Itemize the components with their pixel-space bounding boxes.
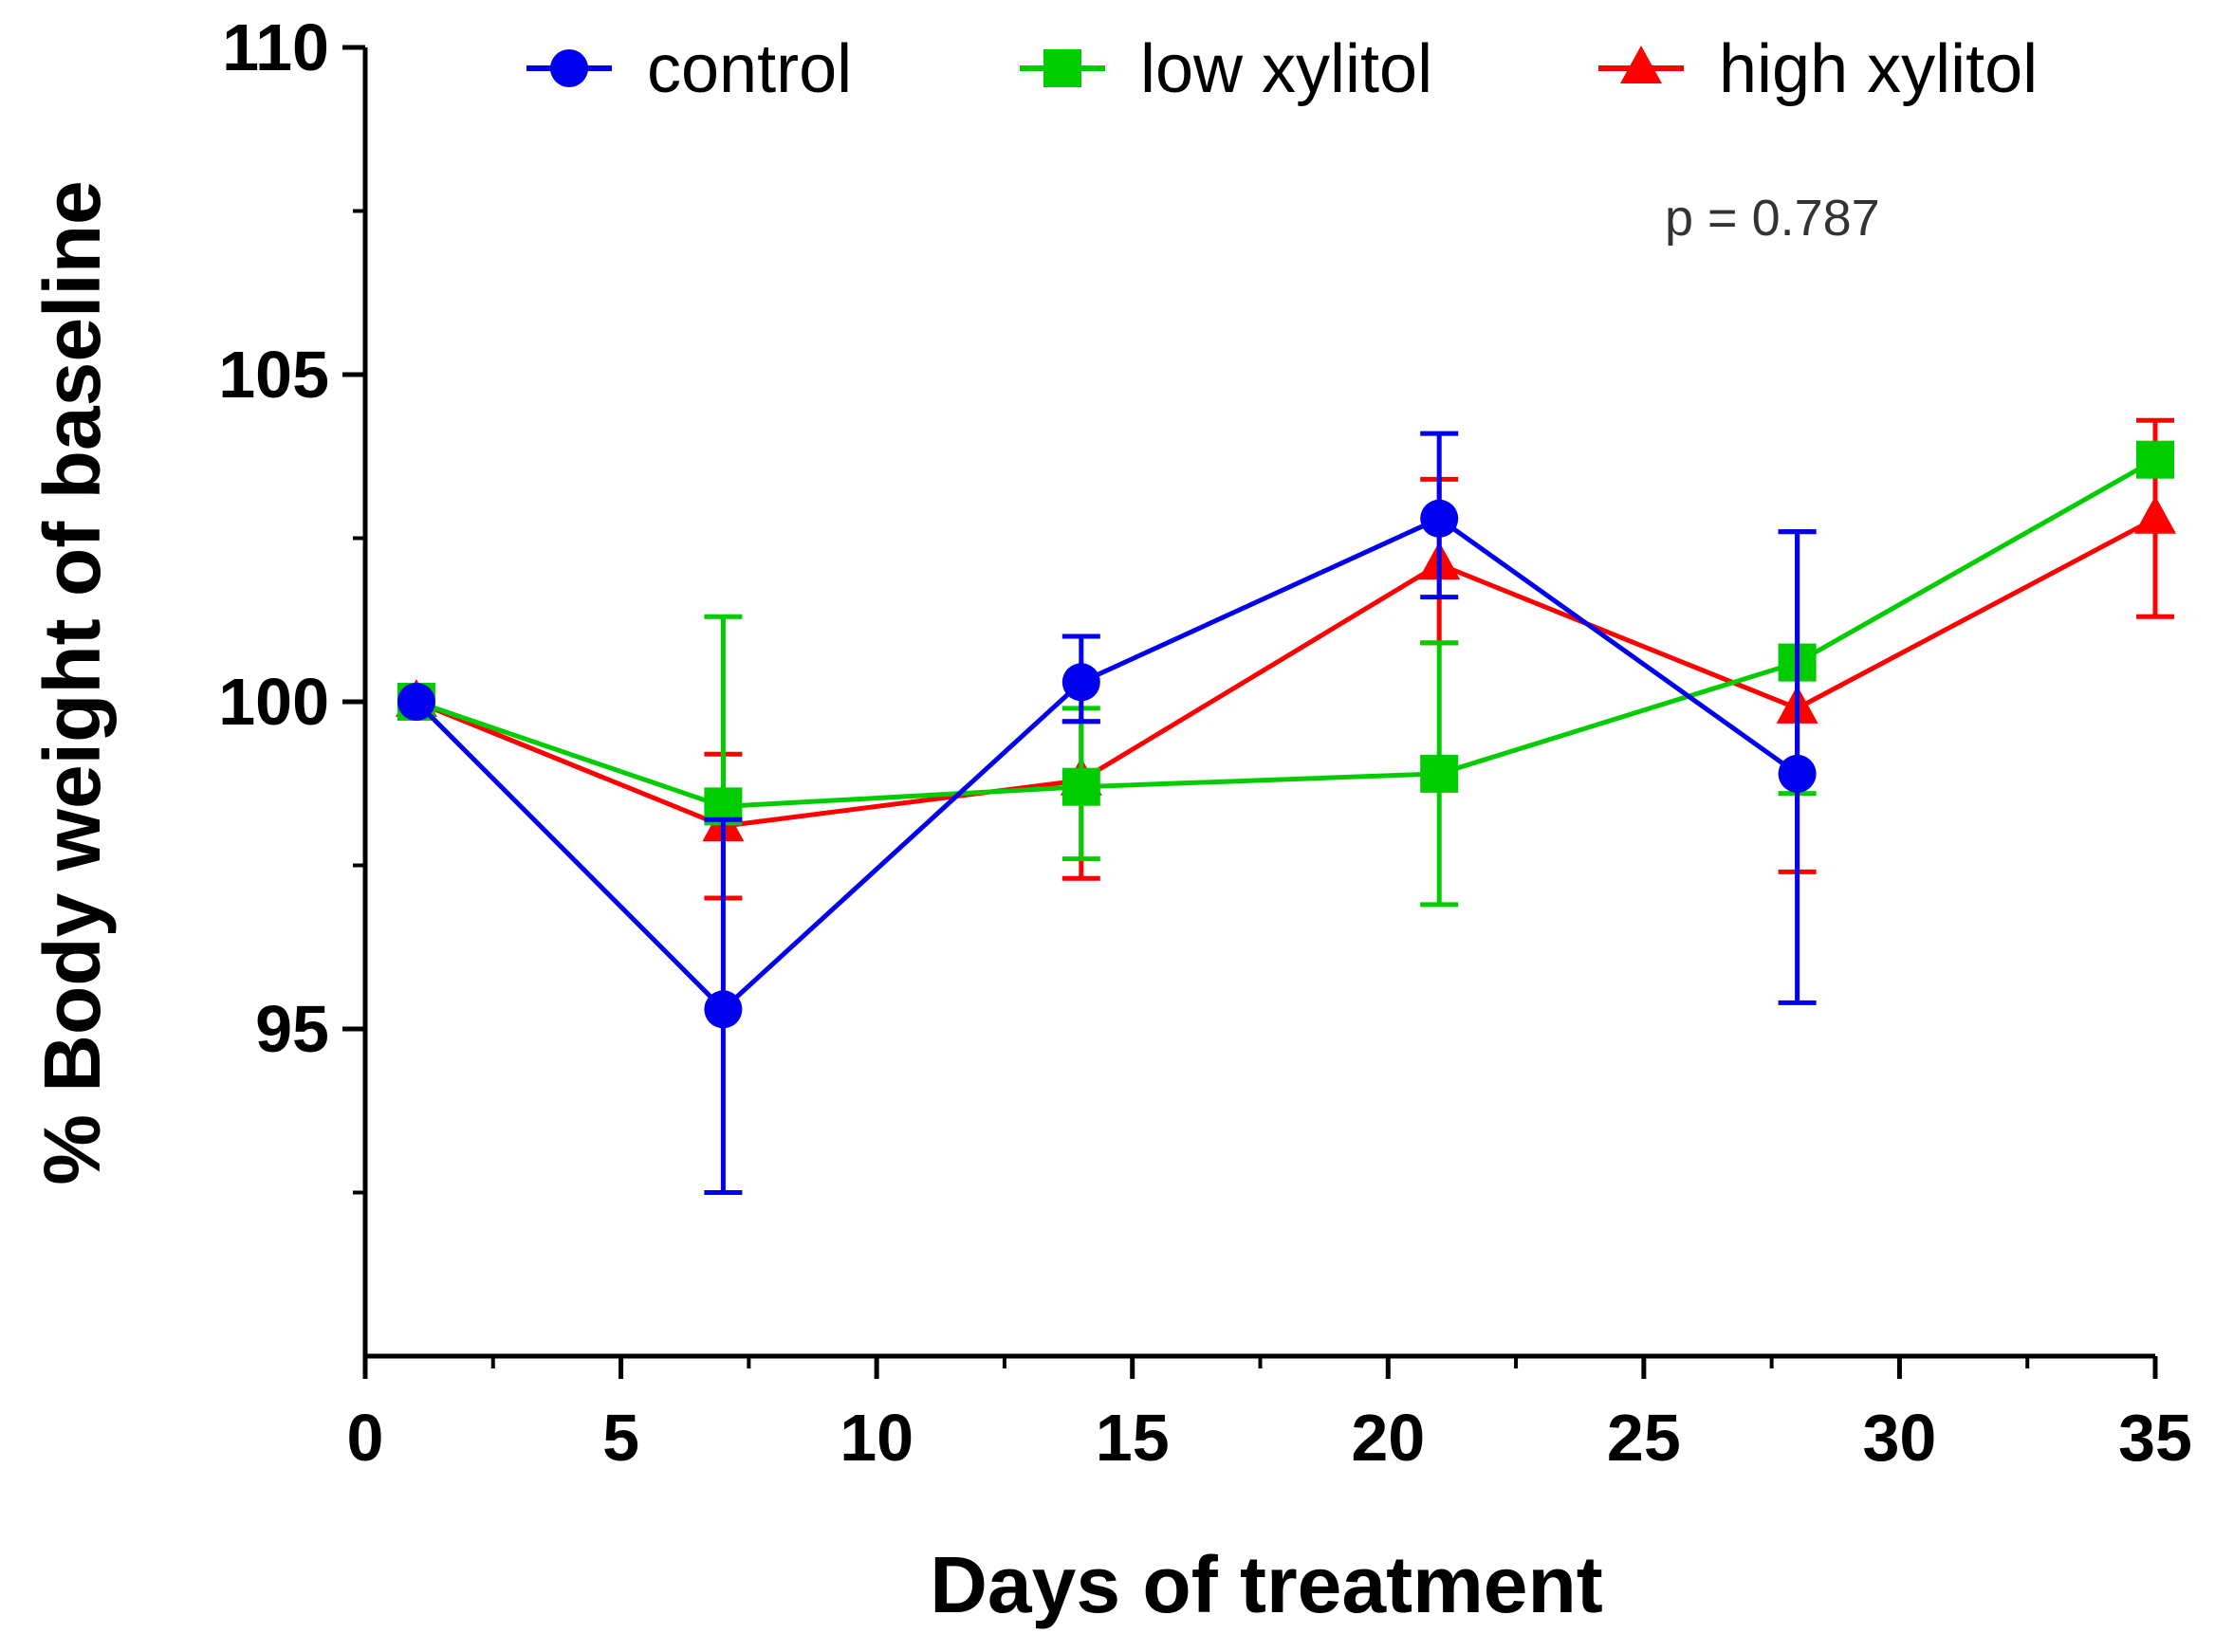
legend-label-high-xylitol: high xylitol: [1719, 31, 2038, 107]
x-tick-label: 35: [2118, 1401, 2192, 1475]
y-tick-label: 105: [218, 338, 329, 412]
low-xylitol-point: [2136, 440, 2174, 479]
x-tick-label: 20: [1351, 1401, 1425, 1475]
legend-marker-control: [550, 49, 588, 87]
series-low-xylitol: [397, 440, 2174, 908]
x-tick-label: 10: [840, 1401, 914, 1475]
legend-label-low-xylitol: low xylitol: [1140, 31, 1432, 107]
high-xylitol-point: [2134, 495, 2176, 534]
low-xylitol-point: [1061, 767, 1100, 806]
x-tick-label: 15: [1096, 1401, 1170, 1475]
y-tick-label: 110: [222, 10, 329, 84]
low-xylitol-point: [1420, 754, 1459, 793]
x-tick-label: 25: [1607, 1401, 1681, 1475]
x-tick-label: 5: [602, 1401, 639, 1475]
control-point: [1778, 754, 1817, 793]
control-point: [397, 683, 435, 721]
series-layer: [395, 417, 2176, 1195]
y-tick-label: 95: [255, 992, 329, 1066]
legend: control low xylitol high xylitol: [526, 31, 2038, 107]
high-xylitol-line: [415, 516, 2157, 829]
y-axis-title: % Body weight of baseline: [28, 180, 117, 1184]
legend-marker-high-xylitol: [1620, 46, 1662, 83]
series-high-xylitol: [395, 417, 2176, 901]
series-control: [397, 431, 1817, 1195]
legend-label-control: control: [647, 31, 852, 107]
legend-marker-low-xylitol: [1043, 49, 1081, 87]
x-tick-label: 30: [1862, 1401, 1936, 1475]
low-xylitol-line: [415, 457, 2157, 809]
control-point: [1061, 663, 1100, 702]
axes: 0 5 10 15 20 25 30 35 95 100 105 110: [218, 10, 2192, 1475]
y-tick-label: 100: [218, 665, 329, 739]
x-axis-title: Days of treatment: [930, 1540, 1603, 1629]
x-tick-label: 0: [347, 1401, 384, 1475]
control-point: [1420, 499, 1459, 538]
p-value-annotation: p = 0.787: [1665, 190, 1880, 247]
control-point: [704, 990, 743, 1029]
